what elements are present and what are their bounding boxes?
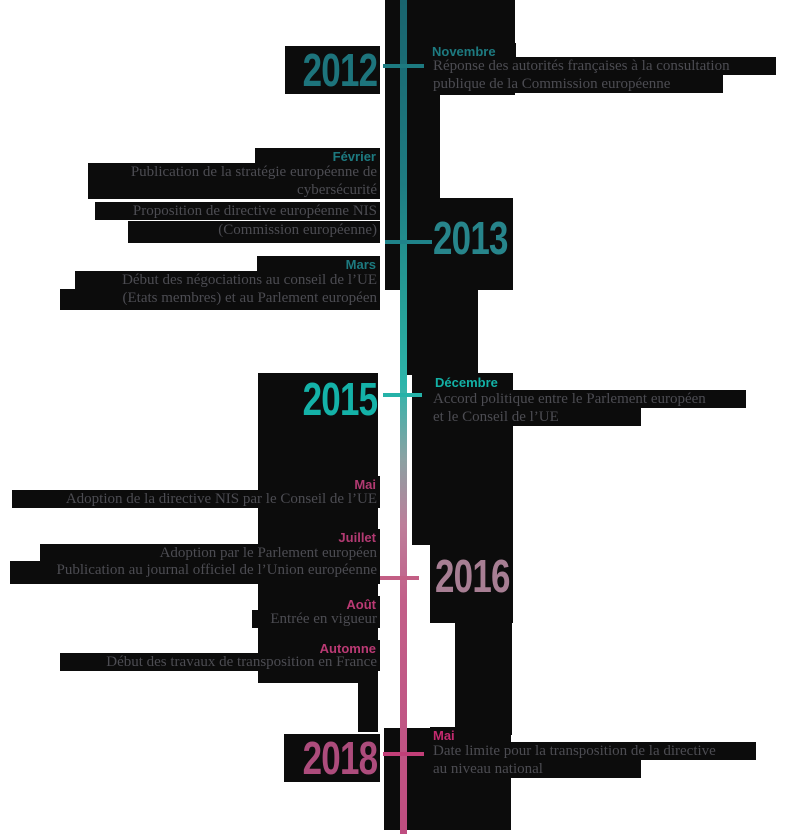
month-label-fevrier: Février bbox=[255, 148, 380, 166]
event-line: cybersécurité bbox=[88, 181, 380, 199]
year-2016: 2016 bbox=[435, 550, 511, 602]
year-2013: 2013 bbox=[433, 212, 509, 264]
tick-2018 bbox=[383, 752, 424, 756]
event-line: Date limite pour la transposition de la … bbox=[430, 742, 756, 760]
month-label-decembre: Décembre bbox=[413, 374, 513, 392]
black-block-2012 bbox=[285, 46, 380, 94]
event-line: Accord politique entre le Parlement euro… bbox=[422, 390, 746, 408]
event-line: Adoption par le Parlement européen bbox=[40, 544, 380, 562]
tick-2013 bbox=[385, 240, 432, 244]
year-2018: 2018 bbox=[302, 732, 378, 784]
event-line: (Commission européenne) bbox=[128, 221, 380, 243]
black-block-left-column bbox=[258, 373, 378, 683]
tick-2012 bbox=[383, 64, 424, 68]
month-label-aout: Août bbox=[260, 596, 380, 614]
event-line: et le Conseil de l’UE bbox=[413, 408, 641, 426]
month-label-mai-2018: Mai bbox=[430, 727, 461, 745]
month-label-mars: Mars bbox=[257, 256, 380, 274]
black-block-column-2 bbox=[385, 95, 440, 200]
tick-2016 bbox=[379, 576, 419, 580]
black-block-left-stub bbox=[358, 683, 378, 732]
year-2015: 2015 bbox=[302, 373, 378, 425]
event-line: (Etats membres) et au Parlement européen bbox=[60, 289, 380, 310]
event-line: Publication de la stratégie européenne d… bbox=[88, 163, 380, 181]
month-label-novembre: Novembre bbox=[420, 43, 516, 61]
event-line: Proposition de directive européenne NIS bbox=[95, 202, 380, 220]
year-2012: 2012 bbox=[302, 44, 378, 96]
event-line: Entrée en vigueur bbox=[252, 610, 380, 628]
black-block-right-lower bbox=[455, 623, 512, 735]
black-block-column-3 bbox=[401, 290, 478, 375]
event-line: Début des travaux de transposition en Fr… bbox=[60, 653, 380, 671]
event-line: Publication au journal officiel de l’Uni… bbox=[10, 561, 380, 584]
event-line: Réponse des autorités françaises à la co… bbox=[430, 57, 776, 75]
black-block-2018 bbox=[284, 734, 380, 782]
event-line: au niveau national bbox=[430, 760, 641, 778]
event-line: Adoption de la directive NIS par le Cons… bbox=[12, 490, 380, 508]
tick-2015 bbox=[383, 393, 424, 397]
black-block-2016 bbox=[430, 545, 513, 623]
month-label-juillet: Juillet bbox=[260, 529, 380, 547]
event-line: publique de la Commission européenne bbox=[430, 75, 723, 93]
month-label-mai-2016: Mai bbox=[260, 476, 380, 494]
event-line: Début des négociations au conseil de l’U… bbox=[75, 271, 380, 289]
timeline-line bbox=[400, 0, 407, 834]
